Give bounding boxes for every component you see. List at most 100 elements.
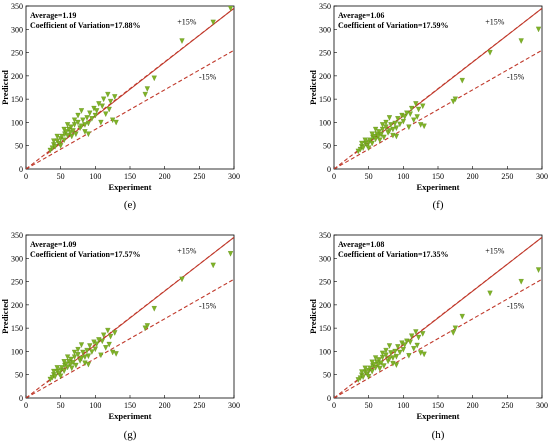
data-point: [400, 347, 406, 353]
data-point: [94, 341, 100, 347]
data-point: [69, 133, 75, 140]
data-point: [378, 360, 384, 367]
y-tick-label: 350: [11, 231, 23, 240]
data-point: [61, 359, 67, 365]
y-tick-label: 150: [319, 324, 331, 333]
x-tick-label: 0: [24, 172, 28, 181]
data-point: [61, 137, 67, 144]
y-tick-label: 250: [319, 278, 331, 287]
data-point: [377, 366, 383, 372]
y-tick-label: 250: [11, 49, 23, 58]
data-point: [372, 355, 379, 361]
data-point: [414, 114, 420, 120]
data-point: [369, 140, 375, 147]
data-point: [379, 350, 386, 357]
data-point: [66, 126, 72, 133]
data-point: [69, 365, 75, 372]
y-tick-label: 100: [319, 347, 331, 356]
data-point: [103, 345, 109, 351]
data-point: [70, 360, 76, 366]
y-tick-label: 200: [319, 72, 331, 81]
data-point: [388, 350, 394, 356]
plus-15-label: +15%: [485, 247, 505, 256]
data-point: [459, 313, 465, 320]
data-point: [64, 132, 71, 139]
data-point: [92, 346, 98, 353]
data-point: [94, 108, 100, 114]
data-point: [369, 131, 375, 138]
panel-h: 0 50 100 150 200 250 300 0 50 100 150 200 250 300 350 E…: [308, 231, 548, 441]
minus-15-label: -15%: [507, 302, 525, 311]
data-point: [386, 128, 393, 134]
data-point: [381, 134, 387, 141]
data-point: [151, 75, 157, 82]
data-point: [383, 347, 389, 354]
y-tick-label: 250: [11, 278, 23, 287]
data-point: [406, 124, 412, 131]
y-tick-label: 250: [319, 49, 331, 58]
x-tick-label: 200: [467, 172, 479, 181]
data-point: [67, 130, 74, 136]
x-tick-label: 200: [467, 401, 479, 410]
data-point: [107, 333, 114, 340]
data-point: [80, 117, 86, 124]
data-point: [367, 365, 373, 372]
x-tick-label: 50: [57, 172, 65, 181]
x-tick-label: 100: [397, 401, 409, 410]
data-point: [144, 86, 150, 92]
data-point: [61, 126, 67, 133]
data-point: [78, 108, 85, 114]
x-tick-label: 100: [397, 172, 409, 181]
data-point: [80, 349, 86, 356]
data-point: [71, 349, 78, 356]
plus-15-label: +15%: [177, 247, 197, 256]
data-point: [85, 131, 92, 138]
data-point: [369, 359, 375, 366]
x-tick-label: 0: [332, 401, 336, 410]
y-tick-label: 100: [11, 347, 23, 356]
data-points: [47, 251, 234, 383]
data-point: [388, 122, 394, 128]
y-tick-label: 300: [319, 254, 331, 263]
data-point: [73, 131, 79, 138]
data-point: [99, 338, 105, 345]
data-point: [390, 126, 396, 133]
data-point: [395, 116, 401, 122]
data-point: [142, 325, 148, 332]
cov-text: Coefficient of Variation=17.57%: [30, 250, 141, 259]
data-point: [386, 115, 393, 121]
data-point: [372, 136, 379, 143]
y-tick-label: 100: [11, 118, 23, 127]
data-point: [59, 365, 65, 371]
y-tick-label: 0: [19, 394, 23, 403]
x-tick-label: 50: [57, 401, 65, 410]
y-tick-label: 100: [319, 118, 331, 127]
x-axis-label: Experiment: [109, 411, 152, 421]
y-axis-label: Predicted: [0, 70, 10, 105]
y-tick-label: 350: [11, 2, 23, 11]
data-point: [518, 279, 524, 285]
x-tick-label: 0: [332, 172, 336, 181]
data-point: [378, 131, 384, 138]
x-tick-label: 250: [193, 401, 205, 410]
data-point: [52, 374, 58, 380]
panel-e: 0 50 100 150 200 250 300 0 50 100 150 200 250 300 350 E…: [0, 2, 240, 211]
data-point: [64, 354, 71, 361]
data-point: [85, 361, 92, 368]
data-point: [414, 342, 420, 349]
panel-f: 0 50 100 150 200 250 300 0 50 100 150 200 250 300 350 E…: [308, 2, 548, 211]
fit-line: [46, 7, 234, 155]
data-point: [54, 133, 60, 140]
data-point: [87, 110, 93, 117]
data-point: [107, 98, 114, 105]
data-point: [142, 91, 148, 98]
data-point: [89, 349, 95, 355]
data-point: [84, 115, 90, 121]
data-point: [420, 103, 426, 110]
y-tick-label: 0: [327, 394, 331, 403]
y-tick-label: 200: [11, 72, 23, 81]
x-tick-label: 0: [24, 401, 28, 410]
data-points: [47, 6, 234, 154]
y-tick-label: 200: [11, 301, 23, 310]
data-point: [359, 140, 365, 147]
